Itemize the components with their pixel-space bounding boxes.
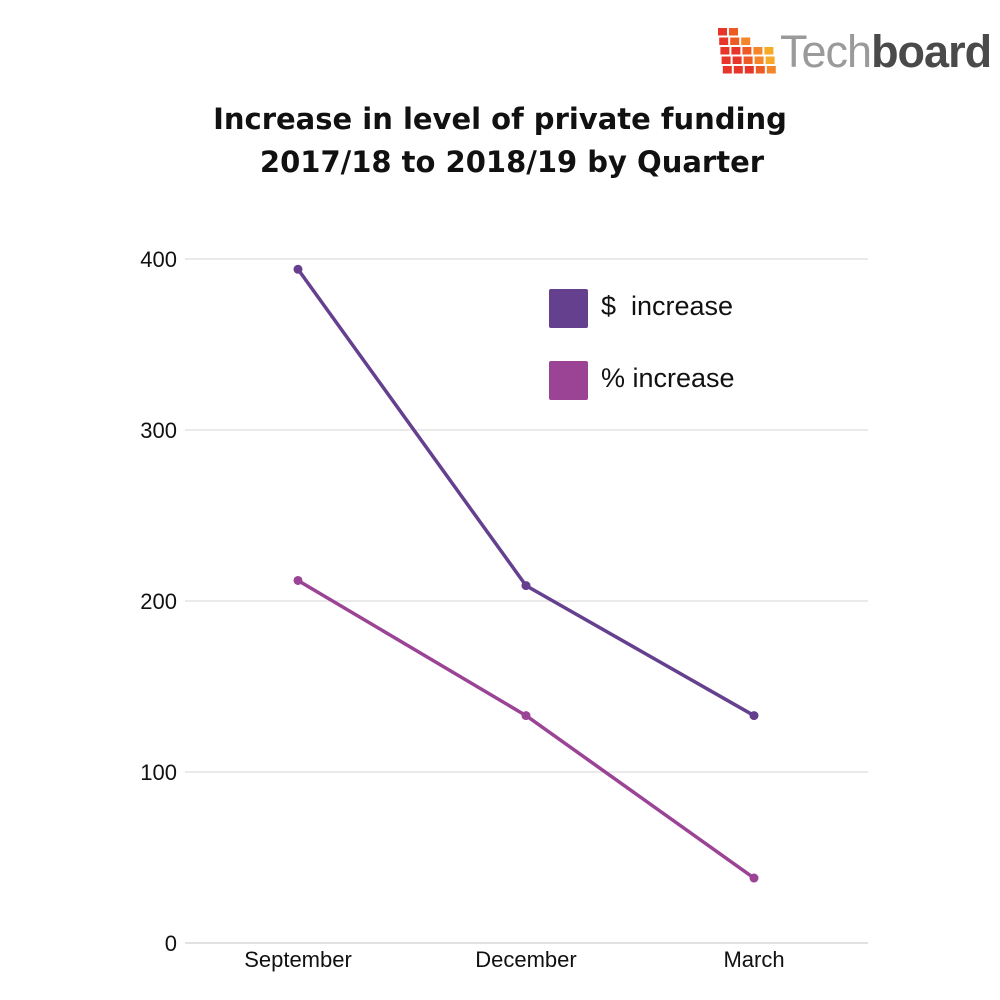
y-tick-label-300: 300 xyxy=(140,418,177,443)
brand-name-tech: Tech xyxy=(780,26,872,77)
y-tick-label-100: 100 xyxy=(140,760,177,785)
series-lines xyxy=(293,264,759,883)
logo-cell xyxy=(733,66,743,74)
logo-cell xyxy=(732,56,742,64)
legend-label-1: $ increase xyxy=(601,291,733,321)
y-axis-ticks: 0 100 200 300 400 xyxy=(140,247,177,956)
series-line-1 xyxy=(296,267,756,718)
logo-cell xyxy=(730,37,740,45)
grid-bars-logo-icon xyxy=(718,28,776,74)
chart-title: Increase in level of private funding 201… xyxy=(0,98,1000,184)
chart-title-line2: 2017/18 to 2018/19 by Quarter xyxy=(259,145,765,179)
legend-swatch-2 xyxy=(549,361,588,400)
y-tick-label-0: 0 xyxy=(165,931,177,956)
brand-wordmark: Techboard xyxy=(780,24,992,80)
x-tick-label-september: September xyxy=(244,947,352,972)
logo-cell xyxy=(764,47,774,55)
logo-cell xyxy=(753,47,763,55)
legend-swatch-1 xyxy=(549,289,588,328)
series-line-2 xyxy=(296,578,756,880)
logo-cell xyxy=(742,47,752,55)
logo-cell xyxy=(755,66,765,74)
series-2-point-september xyxy=(293,575,303,585)
series-1-point-december xyxy=(521,581,531,591)
x-tick-label-march: March xyxy=(723,947,784,972)
legend-label-2: % increase xyxy=(601,363,735,393)
series-2-point-march xyxy=(749,873,759,883)
logo-cell xyxy=(722,66,732,74)
series-2-point-december xyxy=(521,711,531,721)
brand-logo: Techboard xyxy=(716,22,992,78)
series-1-point-march xyxy=(749,711,759,721)
logo-cell xyxy=(766,66,776,74)
logo-cell xyxy=(744,66,754,74)
legend: $ increase % increase xyxy=(549,289,735,400)
logo-cell xyxy=(729,28,738,36)
logo-cell xyxy=(741,37,751,45)
logo-cell xyxy=(731,47,741,55)
y-tick-label-200: 200 xyxy=(140,589,177,614)
logo-cell xyxy=(765,56,775,64)
brand-name-board: board xyxy=(871,26,992,77)
logo-cell xyxy=(720,47,730,55)
logo-cell xyxy=(743,56,753,64)
logo-cell xyxy=(754,56,764,64)
y-tick-label-400: 400 xyxy=(140,247,177,272)
x-tick-label-december: December xyxy=(475,947,576,972)
x-axis-ticks: September December March xyxy=(244,947,784,972)
logo-cell xyxy=(718,28,727,36)
logo-cell xyxy=(721,56,731,64)
logo-cell xyxy=(719,37,729,45)
gridlines xyxy=(185,258,868,944)
chart-title-line1: Increase in level of private funding xyxy=(213,102,787,136)
series-1-point-september xyxy=(293,264,303,274)
